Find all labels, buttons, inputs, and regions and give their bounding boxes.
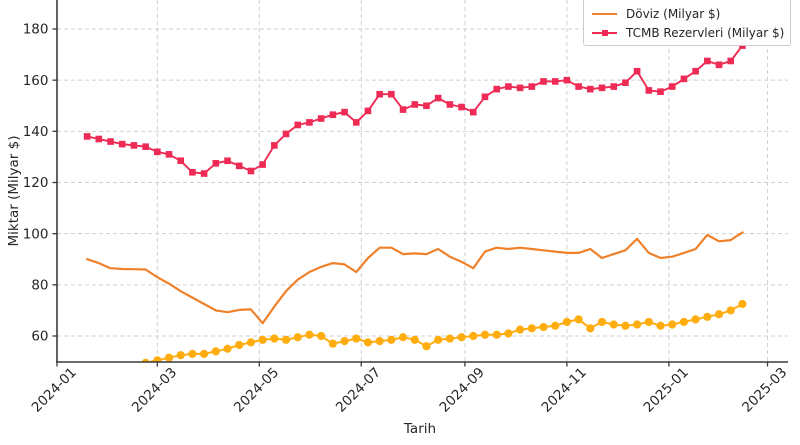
series-line-0 [85, 231, 744, 325]
legend-line-square-marker-swatch [592, 23, 617, 42]
legend-item-doviz: Döviz (Milyar $) [592, 4, 782, 23]
data-series [83, 42, 747, 362]
svg-text:120: 120 [23, 175, 49, 191]
x-axis-title: Tarih [403, 421, 437, 437]
svg-text:2024-09: 2024-09 [437, 365, 488, 416]
legend-label-tcmb: TCMB Rezervleri (Milyar $) [626, 25, 785, 40]
gridlines [56, 0, 788, 362]
svg-text:80: 80 [31, 278, 48, 294]
svg-text:60: 60 [31, 329, 48, 345]
legend-label-doviz: Döviz (Milyar $) [626, 6, 721, 21]
svg-text:2025-01: 2025-01 [641, 365, 692, 416]
svg-text:2024-05: 2024-05 [231, 365, 282, 416]
svg-text:160: 160 [23, 73, 49, 89]
svg-text:2024-01: 2024-01 [29, 365, 80, 416]
svg-text:2024-03: 2024-03 [129, 365, 180, 416]
svg-text:100: 100 [23, 226, 49, 242]
tick-marks [52, 28, 769, 367]
series-line-1 [86, 44, 744, 175]
svg-text:2025-03: 2025-03 [739, 365, 790, 416]
legend-line-swatch [592, 4, 617, 23]
series-line-2 [145, 303, 744, 362]
y-axis-title: Miktar (Milyar $) [6, 135, 22, 247]
svg-text:2024-07: 2024-07 [333, 365, 384, 416]
svg-text:180: 180 [23, 22, 49, 38]
axes-spines [56, 0, 788, 363]
x-tick-labels: 2024-01 2024-03 2024-05 2024-07 2024-09 2024-… [29, 365, 791, 416]
svg-text:2024-11: 2024-11 [539, 365, 590, 416]
legend: Döviz (Milyar $) TCMB Rezervleri (Milyar… [583, 0, 791, 46]
legend-item-tcmb: TCMB Rezervleri (Milyar $) [592, 23, 785, 42]
y-tick-labels: 180 160 140 120 100 80 60 [23, 22, 49, 345]
svg-text:140: 140 [23, 124, 49, 140]
